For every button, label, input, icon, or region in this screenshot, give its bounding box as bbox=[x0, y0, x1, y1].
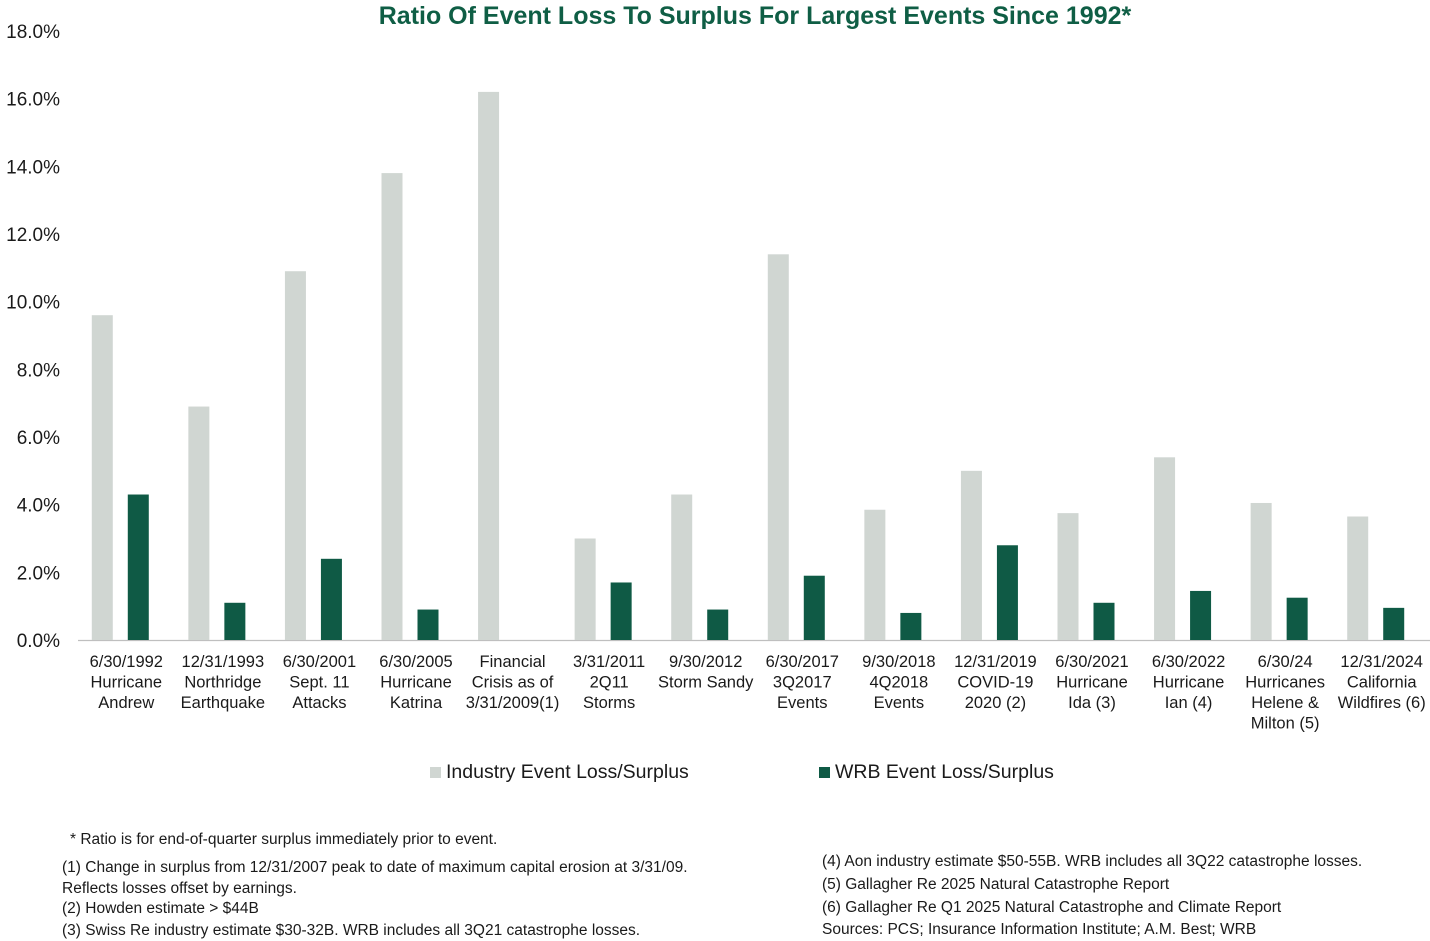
x-tick-label: 12/31/1993 Northridge Earthquake bbox=[181, 653, 265, 712]
bar-industry bbox=[574, 538, 596, 640]
footnote-6: (6) Gallagher Re Q1 2025 Natural Catastr… bbox=[822, 899, 1282, 916]
y-tick-label: 12.0% bbox=[6, 225, 60, 246]
x-tick-label: 6/30/2001 Sept. 11 Attacks bbox=[283, 653, 356, 712]
bar-chart: 0.0% 2.0% 4.0% 6.0% 8.0% 10.0% 12.0% 14.0% 16.0%… bbox=[6, 22, 1430, 733]
bar-industry bbox=[381, 173, 403, 640]
bar-wrb bbox=[224, 602, 246, 640]
y-tick-label: 4.0% bbox=[17, 496, 60, 517]
y-tick-label: 14.0% bbox=[6, 157, 60, 178]
bar-industry bbox=[1154, 457, 1176, 640]
y-tick-label: 18.0% bbox=[6, 22, 60, 43]
legend-swatch-wrb bbox=[819, 767, 830, 778]
x-tick-label: 9/30/2018 4Q2018 Events bbox=[862, 653, 935, 712]
bar-wrb bbox=[996, 545, 1018, 640]
legend-label-wrb: WRB Event Loss/Surplus bbox=[835, 761, 1054, 783]
footnote-5: (5) Gallagher Re 2025 Natural Catastroph… bbox=[822, 876, 1170, 893]
x-tick-label: 6/30/2022 Hurricane Ian (4) bbox=[1152, 653, 1225, 712]
footnote-4: (4) Aon industry estimate $50-55B. WRB i… bbox=[822, 853, 1363, 870]
legend-item-industry: Industry Event Loss/Surplus bbox=[430, 761, 689, 784]
x-tick-label: 6/30/1992 Hurricane Andrew bbox=[90, 653, 163, 712]
bar-industry bbox=[1347, 516, 1369, 640]
bar-wrb bbox=[1286, 597, 1308, 640]
x-tick-label: 12/31/2019 COVID-19 2020 (2) bbox=[954, 653, 1037, 712]
bar-wrb bbox=[1093, 602, 1115, 640]
bar-industry bbox=[1250, 502, 1272, 640]
bar-industry bbox=[960, 470, 982, 640]
bar-industry bbox=[671, 494, 693, 640]
bar-wrb bbox=[127, 494, 149, 640]
bar-wrb bbox=[610, 582, 632, 640]
bar-industry bbox=[478, 91, 500, 640]
x-tick-label: 9/30/2012 Storm Sandy bbox=[658, 653, 754, 692]
bar-wrb bbox=[1190, 590, 1212, 640]
bar-wrb bbox=[417, 609, 439, 640]
footnote-3: (3) Swiss Re industry estimate $30-32B. … bbox=[62, 922, 641, 939]
bar-wrb bbox=[803, 575, 825, 640]
x-tick-label: 6/30/2005 Hurricane Katrina bbox=[379, 653, 452, 712]
bar-industry bbox=[188, 406, 210, 640]
bar-industry bbox=[767, 254, 789, 641]
bar-industry bbox=[91, 315, 113, 640]
chart-legend: Industry Event Loss/Surplus WRB Event Lo… bbox=[0, 761, 1430, 787]
x-tick-label: 12/31/2024 California Wildfires (6) bbox=[1338, 653, 1426, 712]
legend-item-wrb: WRB Event Loss/Surplus bbox=[819, 761, 1054, 784]
x-tick-label: 6/30/2017 3Q2017 Events bbox=[766, 653, 839, 712]
y-tick-label: 8.0% bbox=[17, 360, 60, 381]
x-tick-label: Financial Crisis as of 3/31/2009(1) bbox=[466, 653, 560, 712]
footnote-1-line-1: (1) Change in surplus from 12/31/2007 pe… bbox=[62, 859, 688, 876]
bar-wrb bbox=[707, 609, 729, 640]
bar-wrb bbox=[1383, 607, 1405, 640]
bar-industry bbox=[864, 509, 886, 640]
footnote-1-line-2: Reflects losses offset by earnings. bbox=[62, 880, 297, 897]
legend-label-industry: Industry Event Loss/Surplus bbox=[446, 761, 689, 783]
footnote-asterisk: * Ratio is for end-of-quarter surplus im… bbox=[70, 831, 498, 848]
x-tick-label: 6/30/2021 Hurricane Ida (3) bbox=[1055, 653, 1128, 712]
bar-wrb bbox=[900, 612, 922, 640]
bar-industry bbox=[284, 271, 306, 640]
y-tick-label: 2.0% bbox=[17, 563, 60, 584]
bar-wrb bbox=[320, 558, 342, 640]
y-tick-label: 0.0% bbox=[17, 631, 60, 652]
x-tick-label: 6/30/24 Hurricanes Helene & Milton (5) bbox=[1245, 653, 1325, 733]
y-tick-label: 10.0% bbox=[6, 293, 60, 314]
footnote-2: (2) Howden estimate > $44B bbox=[62, 900, 259, 917]
y-tick-label: 16.0% bbox=[6, 90, 60, 111]
bar-industry bbox=[1057, 513, 1079, 640]
x-tick-label: 3/31/2011 2Q11 Storms bbox=[573, 653, 645, 712]
legend-swatch-industry bbox=[430, 767, 441, 778]
y-tick-label: 6.0% bbox=[17, 428, 60, 449]
footnote-sources: Sources: PCS; Insurance Information Inst… bbox=[822, 921, 1257, 938]
chart-title: Ratio Of Event Loss To Surplus For Large… bbox=[378, 2, 1132, 30]
